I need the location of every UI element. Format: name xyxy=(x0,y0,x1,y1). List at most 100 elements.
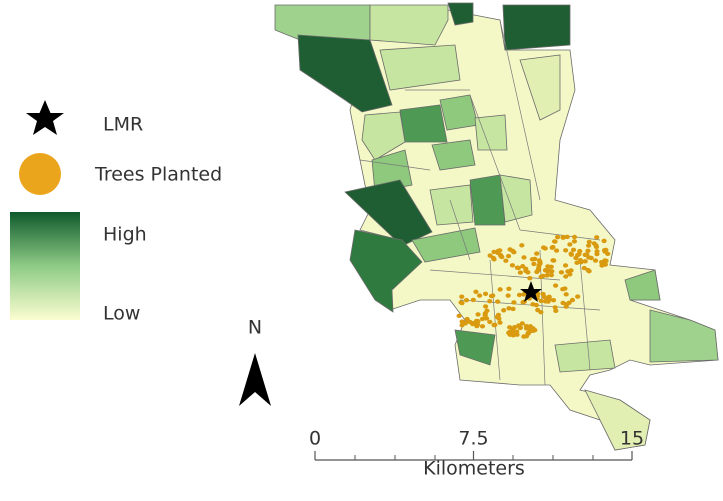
census-tracts xyxy=(274,2,719,451)
tract xyxy=(447,2,474,26)
tree-dot xyxy=(479,316,486,322)
tree-dot xyxy=(592,258,599,263)
tract xyxy=(624,269,661,301)
tree-dot xyxy=(537,259,543,265)
north-arrow-shape xyxy=(239,353,271,406)
tract xyxy=(649,309,719,363)
tree-dot xyxy=(574,260,580,265)
tree-dot xyxy=(571,234,578,240)
scale-minor-ticks xyxy=(354,455,594,460)
tree-dot xyxy=(565,269,571,274)
tract xyxy=(431,139,476,171)
tree-dot xyxy=(551,239,558,244)
tree-dot xyxy=(507,247,513,252)
tree-dot xyxy=(474,323,480,329)
tree-dot xyxy=(475,312,481,317)
scale-bar: Kilometers 0 7.5 15 xyxy=(309,428,644,480)
tree-dot xyxy=(523,323,530,329)
tree-dot xyxy=(564,234,570,240)
tree-dot xyxy=(511,300,517,305)
legend-label: LMR xyxy=(103,114,143,136)
tree-dot xyxy=(510,306,516,312)
tree-dot xyxy=(569,297,576,303)
north-label: N xyxy=(248,317,262,339)
tract xyxy=(474,114,508,151)
tree-dot xyxy=(470,321,476,327)
tree-dot xyxy=(533,302,539,308)
tree-dot xyxy=(532,327,538,333)
tree-dot xyxy=(506,286,512,292)
tree-dot xyxy=(463,297,470,303)
scale-tick-label: 0 xyxy=(309,428,321,450)
tree-dot xyxy=(594,235,600,240)
tree-dot xyxy=(544,298,550,303)
tract xyxy=(502,4,571,51)
tree-dot xyxy=(490,293,496,298)
tree-dot xyxy=(553,308,559,314)
tree-dot xyxy=(487,319,493,325)
legend-label: Trees Planted xyxy=(94,164,222,186)
tree-dot xyxy=(553,248,560,253)
tract xyxy=(274,4,371,41)
legend-gradient xyxy=(10,212,80,320)
tree-dot xyxy=(496,316,502,321)
tree-dot xyxy=(456,313,462,319)
tree-dot xyxy=(505,293,511,298)
tree-dot xyxy=(497,248,503,253)
tract xyxy=(454,329,496,366)
tree-dot xyxy=(495,299,501,304)
tree-dot xyxy=(497,320,503,325)
legend: LMR Trees Planted High Low xyxy=(10,100,222,325)
tree-dot xyxy=(546,294,552,299)
tree-dot xyxy=(538,298,544,304)
tree-dot xyxy=(585,248,591,254)
tree-dot xyxy=(544,273,550,278)
tree-dot xyxy=(593,243,599,248)
tract-boundary xyxy=(359,19,601,386)
tree-dot xyxy=(552,283,559,288)
tree-dot xyxy=(498,253,504,259)
tree-dot xyxy=(562,263,569,268)
tree-dot xyxy=(501,308,507,313)
tree-dot xyxy=(586,255,592,260)
tract xyxy=(399,104,448,143)
tree-dot xyxy=(510,333,516,338)
tree-dot xyxy=(521,292,527,297)
tree-dot xyxy=(550,298,557,303)
tree-dot xyxy=(538,309,544,315)
tree-dot xyxy=(519,321,525,326)
tract xyxy=(344,179,433,247)
tree-dot xyxy=(487,299,493,304)
tract xyxy=(411,227,481,263)
tree-dot xyxy=(542,268,549,273)
tree-dot xyxy=(527,324,533,329)
tree-dot xyxy=(482,304,489,309)
tree-dot xyxy=(585,243,592,248)
tree-dot xyxy=(582,252,588,257)
tree-dot xyxy=(491,249,497,255)
scale-unit: Kilometers xyxy=(423,458,525,480)
tree-dot xyxy=(558,270,565,275)
tree-dot xyxy=(586,239,592,245)
tree-dot xyxy=(560,286,566,292)
tree-dot xyxy=(573,255,579,261)
tree-dot xyxy=(585,267,591,273)
tree-dot xyxy=(550,244,556,250)
tree-dot xyxy=(563,248,569,253)
tree-dot xyxy=(470,297,476,303)
scale-tick-label: 7.5 xyxy=(458,428,488,450)
tree-dot xyxy=(517,270,524,275)
tree-dot xyxy=(570,247,577,253)
tree-dot xyxy=(531,261,537,267)
tract xyxy=(469,174,506,226)
trees-planted xyxy=(456,234,611,339)
tract xyxy=(519,54,561,121)
tree-dot xyxy=(563,292,569,297)
tree-dot xyxy=(473,289,479,294)
tree-dot xyxy=(534,251,540,256)
tree-dot xyxy=(459,294,465,299)
tree-dot xyxy=(564,302,570,307)
tree-dot xyxy=(541,294,548,300)
tree-dot xyxy=(521,255,527,260)
